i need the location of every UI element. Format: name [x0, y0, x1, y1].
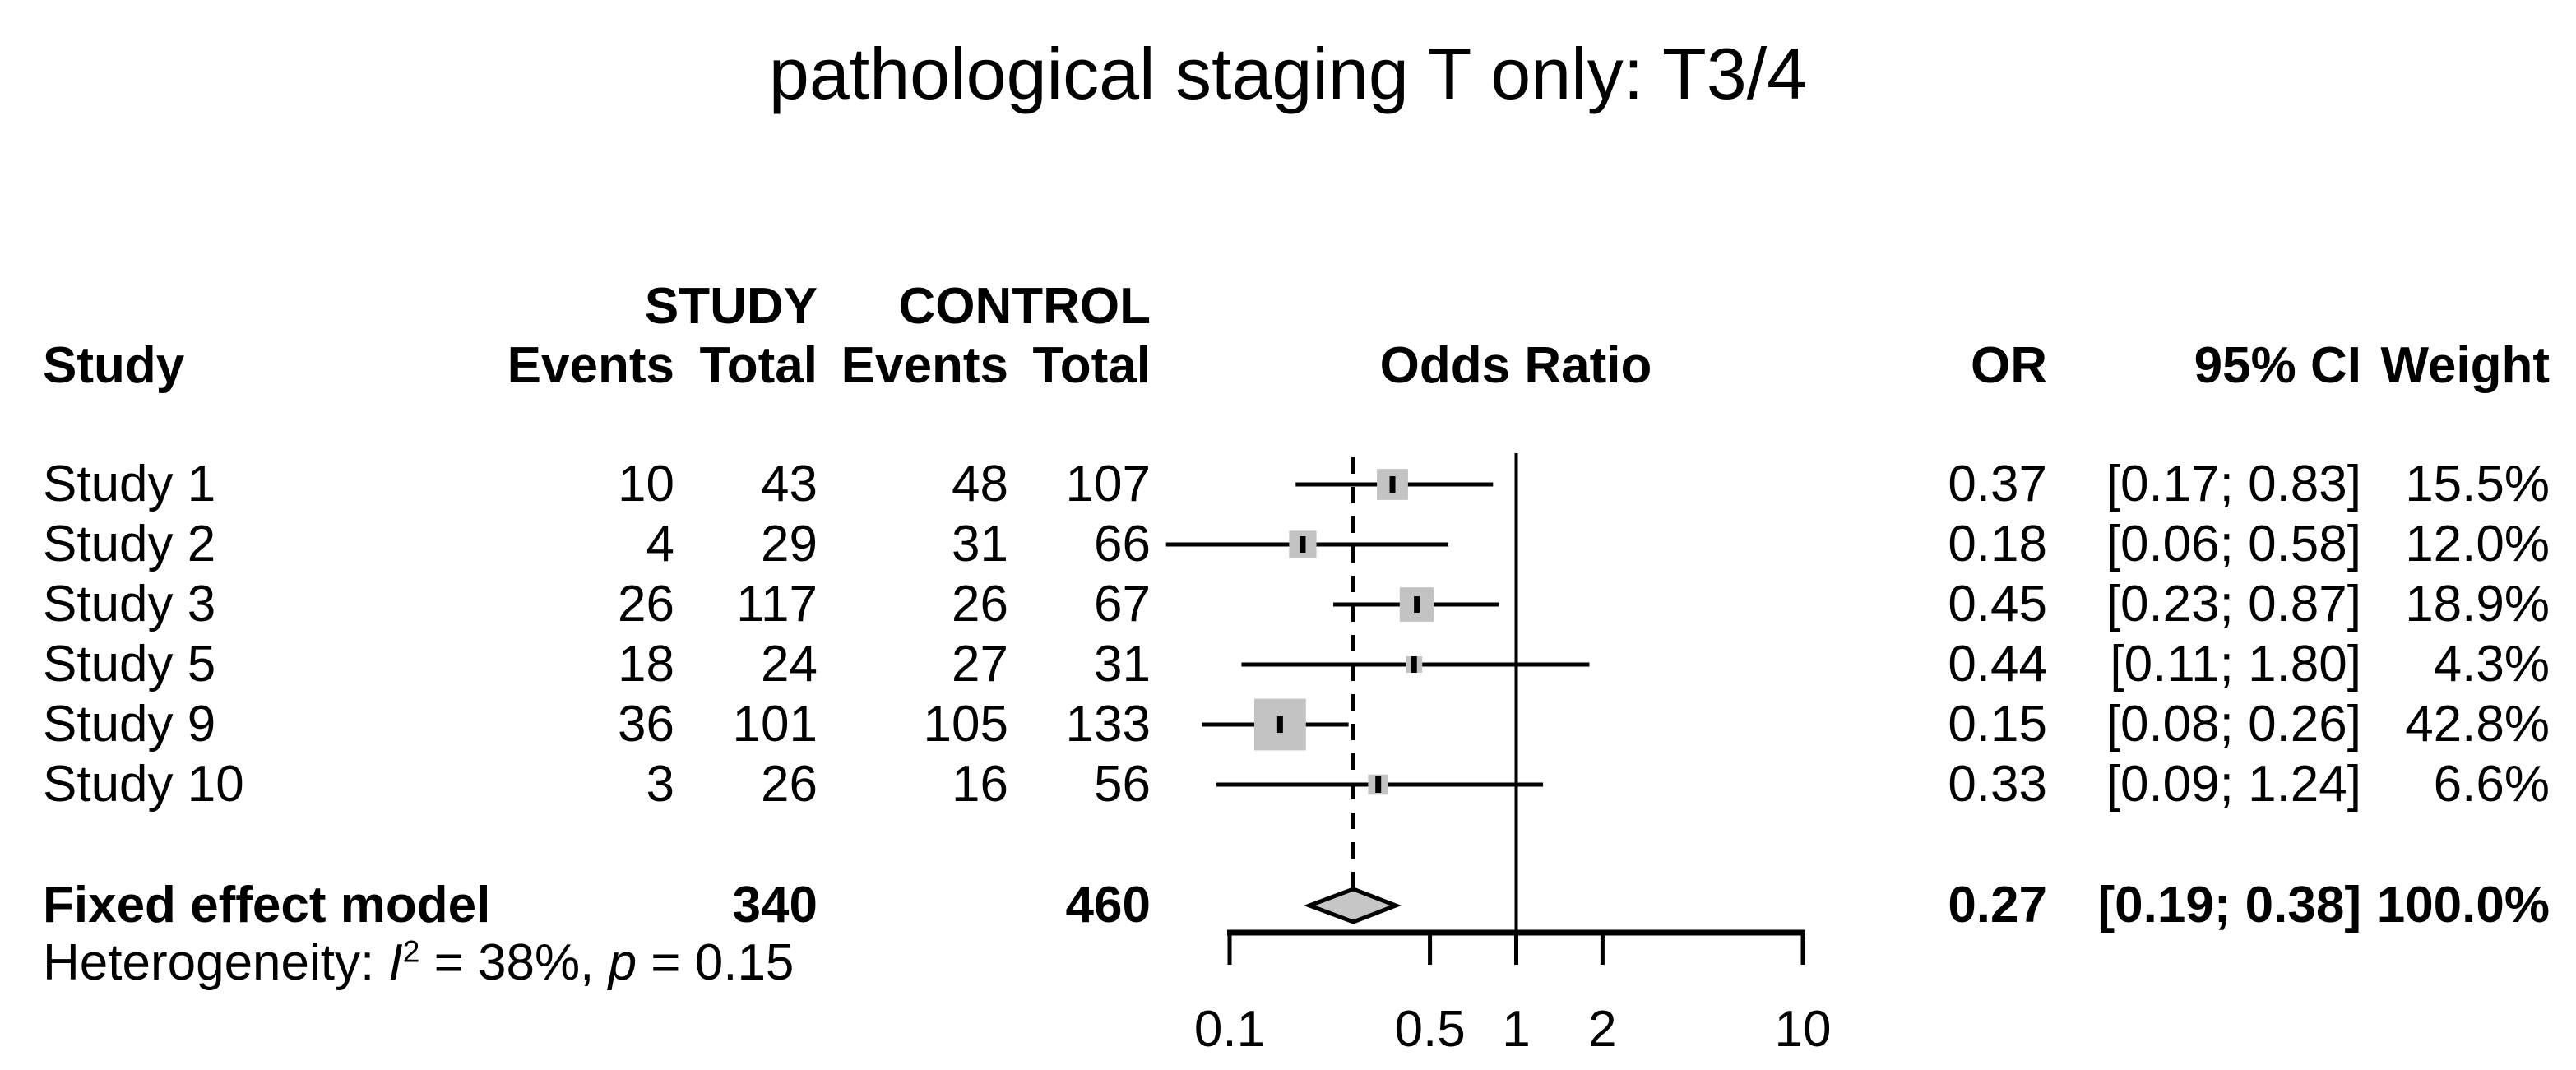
control-total: 107: [1065, 456, 1151, 512]
x-axis-tick-label: 1: [1502, 1001, 1530, 1058]
weight-value: 18.9%: [2405, 576, 2550, 632]
or-value: 0.45: [1948, 576, 2047, 632]
or-value: 0.37: [1948, 456, 2047, 512]
control-total: 31: [1094, 636, 1151, 692]
fixed-effect-label: Fixed effect model: [43, 877, 491, 933]
control-events: 48: [952, 456, 1008, 512]
i-squared-symbol: I: [388, 934, 403, 991]
control-events: 26: [952, 576, 1008, 632]
study-row: Study 3 26 117 26 67 0.45 [0.23; 0.87] 1…: [0, 579, 2576, 630]
x-axis-tick-label: 0.5: [1394, 1001, 1465, 1058]
or-value: 0.44: [1948, 636, 2047, 692]
ci-value: [0.23; 0.87]: [2106, 576, 2361, 632]
study-events: 4: [646, 516, 674, 572]
or-value: 0.33: [1948, 756, 2047, 813]
study-row: Study 9 36 101 105 133 0.15 [0.08; 0.26]…: [0, 699, 2576, 750]
study-row: Study 2 4 29 31 66 0.18 [0.06; 0.58] 12.…: [0, 519, 2576, 570]
study-row: Study 1 10 43 48 107 0.37 [0.17; 0.83] 1…: [0, 459, 2576, 510]
point-estimate-tick: [1375, 776, 1382, 793]
study-label: Study 10: [43, 756, 244, 813]
ci-value: [0.11; 1.80]: [2110, 636, 2361, 692]
group-header-row: STUDY CONTROL: [0, 281, 2576, 332]
ci-value: [0.09; 1.24]: [2106, 756, 2361, 813]
weight-value: 4.3%: [2433, 636, 2550, 692]
weight-value: 12.0%: [2405, 516, 2550, 572]
fixed-ci-value: [0.19; 0.38]: [2097, 877, 2361, 933]
ci-value: [0.06; 0.58]: [2106, 516, 2361, 572]
point-estimate-tick: [1276, 716, 1283, 733]
column-header-row: Study Events Total Events Total Odds Rat…: [0, 340, 2576, 391]
header-odds-ratio: Odds Ratio: [1379, 337, 1652, 394]
study-events: 10: [618, 456, 674, 512]
control-events: 27: [952, 636, 1008, 692]
study-events: 3: [646, 756, 674, 813]
heterogeneity-mid: = 38%,: [419, 934, 609, 991]
study-total: 43: [761, 456, 818, 512]
pooled-diamond: [1304, 887, 1402, 924]
study-label: Study 3: [43, 576, 216, 632]
fixed-weight-value: 100.0%: [2376, 877, 2550, 933]
control-events: 105: [923, 696, 1008, 753]
header-events-study: Events: [507, 337, 674, 394]
x-axis-tick-label: 10: [1775, 1001, 1832, 1058]
weight-value: 42.8%: [2405, 696, 2550, 753]
header-or: OR: [1971, 337, 2047, 394]
control-events: 31: [952, 516, 1008, 572]
header-total-study: Total: [699, 337, 818, 394]
study-row: Study 5 18 24 27 31 0.44 [0.11; 1.80] 4.…: [0, 639, 2576, 690]
point-estimate-tick: [1389, 476, 1396, 493]
weight-value: 15.5%: [2405, 456, 2550, 512]
header-study: Study: [43, 337, 185, 394]
study-events: 26: [618, 576, 674, 632]
control-total: 67: [1094, 576, 1151, 632]
control-total: 56: [1094, 756, 1151, 813]
p-symbol: p: [608, 934, 637, 991]
study-total: 24: [761, 636, 818, 692]
or-value: 0.18: [1948, 516, 2047, 572]
study-events: 36: [618, 696, 674, 753]
x-axis-tick-label: 2: [1588, 1001, 1616, 1058]
or-value: 0.15: [1948, 696, 2047, 753]
control-total: 66: [1094, 516, 1151, 572]
study-label: Study 1: [43, 456, 216, 512]
x-axis-tick-label: 0.1: [1194, 1001, 1265, 1058]
point-estimate-tick: [1411, 656, 1417, 673]
header-events-control: Events: [841, 337, 1008, 394]
chart-title: pathological staging T only: T3/4: [768, 33, 1808, 114]
study-total: 29: [761, 516, 818, 572]
study-total: 26: [761, 756, 818, 813]
study-total: 117: [736, 576, 818, 632]
control-events: 16: [952, 756, 1008, 813]
ci-value: [0.08; 0.26]: [2106, 696, 2361, 753]
study-label: Study 9: [43, 696, 216, 753]
weight-value: 6.6%: [2433, 756, 2550, 813]
study-label: Study 5: [43, 636, 216, 692]
study-total: 101: [732, 696, 818, 753]
heterogeneity-prefix: Heterogeneity:: [43, 934, 389, 991]
control-total: 133: [1065, 696, 1151, 753]
study-label: Study 2: [43, 516, 216, 572]
group-header-control: CONTROL: [898, 278, 1151, 335]
study-row: Study 10 3 26 16 56 0.33 [0.09; 1.24] 6.…: [0, 759, 2576, 810]
heterogeneity-tail: = 0.15: [637, 934, 795, 991]
header-ci: 95% CI: [2194, 337, 2361, 394]
heterogeneity-row: Heterogeneity: I2 = 38%, p = 0.15: [0, 936, 2576, 989]
heterogeneity-text: Heterogeneity: I2 = 38%, p = 0.15: [43, 936, 794, 989]
fixed-total-control: 460: [1065, 877, 1151, 933]
header-weight: Weight: [2380, 337, 2551, 394]
fixed-or-value: 0.27: [1948, 877, 2047, 933]
point-estimate-tick: [1300, 536, 1306, 553]
ci-value: [0.17; 0.83]: [2106, 456, 2361, 512]
fixed-total-study: 340: [732, 877, 818, 933]
header-total-control: Total: [1032, 337, 1151, 394]
study-events: 18: [618, 636, 674, 692]
fixed-effect-row: Fixed effect model 340 460 0.27 [0.19; 0…: [0, 880, 2576, 931]
i-squared-exponent: 2: [402, 933, 420, 969]
point-estimate-tick: [1414, 596, 1420, 613]
group-header-study: STUDY: [644, 278, 818, 335]
